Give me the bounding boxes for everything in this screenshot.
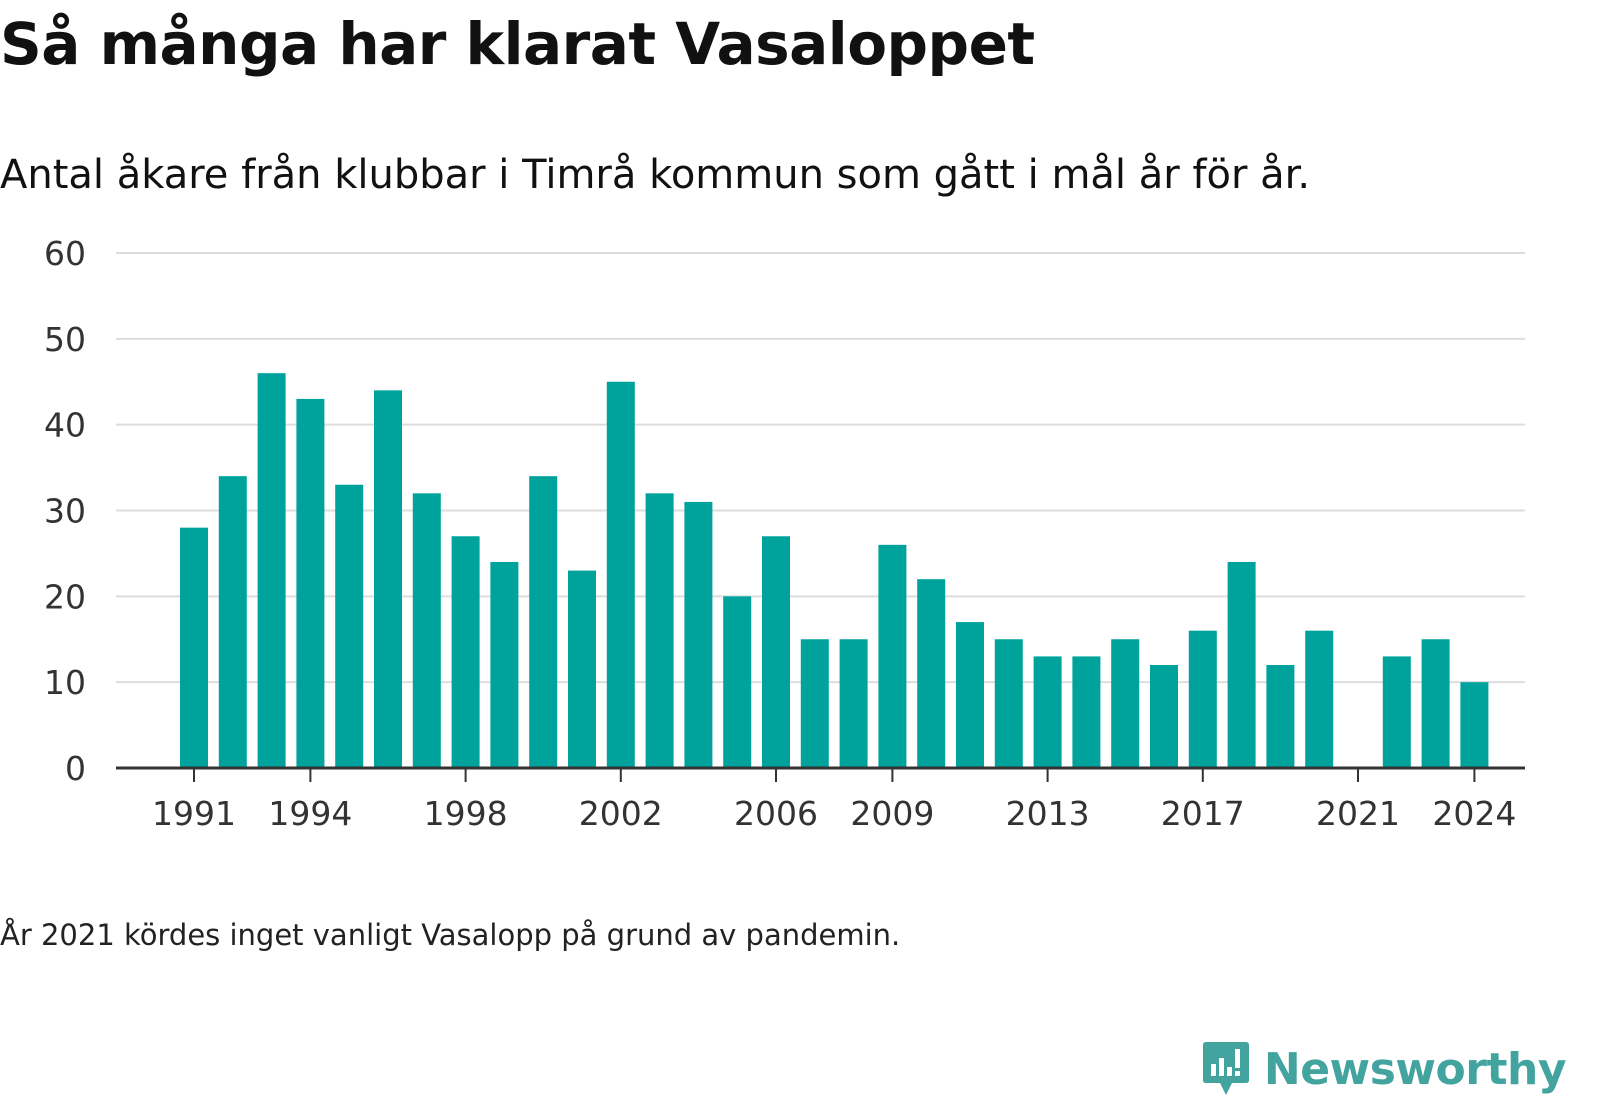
bar-1997 (412, 493, 441, 768)
bar-2002 (606, 381, 635, 768)
bar-2001 (568, 570, 596, 768)
bar-2017 (1188, 630, 1217, 768)
y-tick-label: 20 (44, 577, 86, 616)
bar-1999 (490, 562, 519, 768)
y-tick-label: 50 (44, 320, 86, 359)
x-axis-ticks: 1991 1994 1998 2002 2006 2009 2013 2017 2021 2024 (152, 768, 1516, 833)
bar-2013 (1033, 656, 1062, 768)
bar-2014 (1072, 656, 1101, 768)
y-tick-label: 0 (65, 749, 86, 788)
x-tick-label: 2006 (734, 794, 818, 833)
bar-2010 (917, 579, 946, 768)
newsworthy-logo-icon (1202, 1042, 1249, 1095)
chart-title: Så många har klarat Vasaloppet (0, 10, 1035, 78)
bar-chart: 0 10 20 30 40 50 60 1991 1994 1998 2002 2006 2009 20… (44, 234, 1525, 833)
bar-2016 (1150, 665, 1178, 768)
gridlines (116, 252, 1525, 684)
y-tick-label: 60 (44, 234, 86, 273)
x-tick-label: 2009 (850, 794, 934, 833)
y-tick-label: 30 (44, 492, 86, 531)
bar-2000 (529, 476, 558, 768)
footnote: År 2021 kördes inget vanligt Vasalopp på… (0, 918, 901, 952)
x-tick-label: 1994 (268, 794, 352, 833)
x-tick-label: 2021 (1316, 794, 1400, 833)
bar-2012 (994, 639, 1023, 768)
bar-2003 (645, 493, 674, 768)
bar-2020 (1305, 630, 1334, 768)
bar-2006 (762, 536, 790, 768)
y-tick-label: 10 (44, 663, 86, 702)
bar-1993 (257, 373, 286, 768)
y-axis-ticks: 0 10 20 30 40 50 60 (44, 234, 86, 788)
x-tick-label: 2017 (1161, 794, 1245, 833)
bar-1991 (180, 527, 208, 768)
bars (180, 373, 1489, 768)
x-tick-label: 1998 (424, 794, 508, 833)
y-tick-label: 40 (44, 406, 86, 445)
bar-1998 (451, 536, 480, 768)
bar-2011 (956, 622, 984, 768)
bar-2007 (800, 639, 829, 768)
bar-1995 (335, 484, 364, 768)
bar-2009 (878, 544, 907, 768)
bar-2005 (723, 596, 752, 768)
bar-2004 (684, 501, 713, 768)
x-tick-label: 2024 (1432, 794, 1516, 833)
brand: Newsworthy (1202, 1040, 1567, 1098)
bar-2019 (1266, 665, 1295, 768)
chart-subtitle: Antal åkare från klubbar i Timrå kommun … (0, 152, 1311, 198)
brand-name: Newsworthy (1263, 1043, 1567, 1095)
x-tick-label: 2002 (579, 794, 663, 833)
bar-2022 (1382, 656, 1411, 768)
bar-1994 (296, 398, 325, 768)
bar-1996 (374, 390, 402, 768)
x-tick-label: 1991 (152, 794, 236, 833)
bar-2008 (839, 639, 868, 768)
bar-2023 (1421, 639, 1450, 768)
bar-2018 (1227, 562, 1256, 768)
bar-2024 (1460, 682, 1489, 768)
x-tick-label: 2013 (1006, 794, 1090, 833)
bar-2015 (1111, 639, 1140, 768)
bar-1992 (218, 476, 247, 768)
